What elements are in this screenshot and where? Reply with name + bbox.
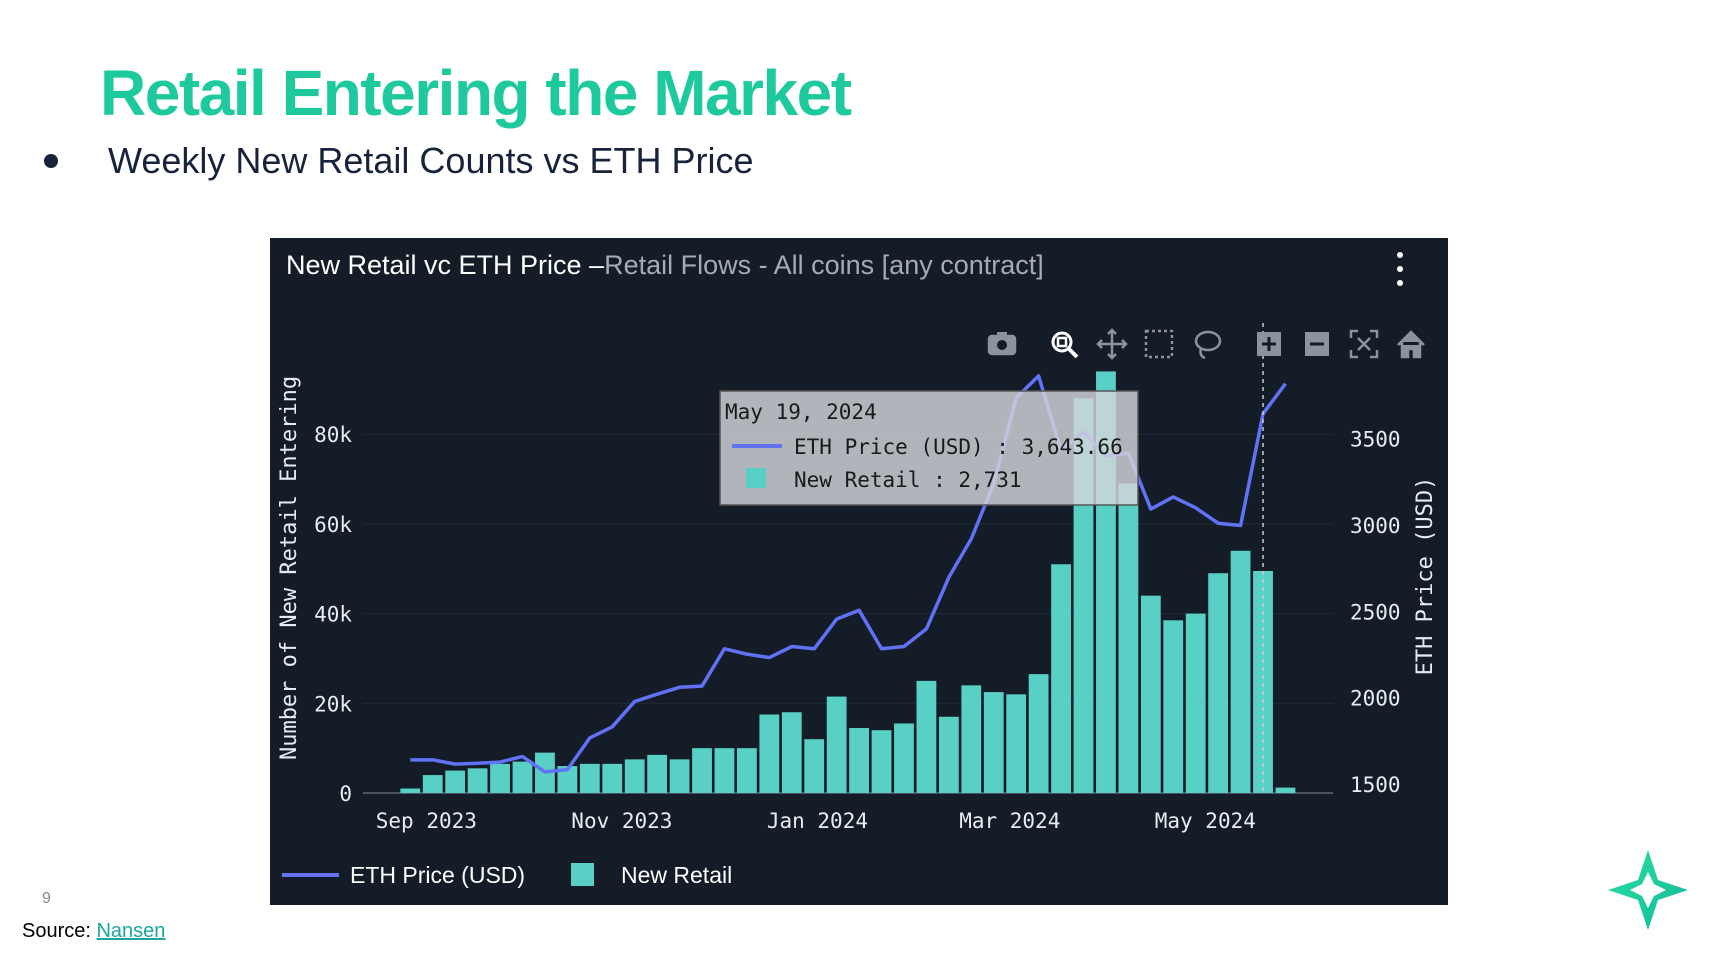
zoom-in-icon[interactable] bbox=[1257, 332, 1281, 356]
tooltip-new-retail: New Retail : 2,731 bbox=[794, 468, 1022, 492]
bar bbox=[400, 788, 421, 793]
y-left-tick-label: 0 bbox=[339, 782, 352, 806]
legend-eth-price: ETH Price (USD) bbox=[350, 862, 525, 888]
box-select-icon[interactable] bbox=[1144, 329, 1174, 359]
pan-icon[interactable] bbox=[1096, 328, 1128, 360]
bar bbox=[849, 727, 869, 793]
bar bbox=[938, 716, 959, 793]
bar bbox=[1275, 787, 1296, 793]
bullet-item: Weekly New Retail Counts vs ETH Price bbox=[44, 140, 754, 182]
tooltip-box bbox=[719, 390, 1139, 506]
bar bbox=[1051, 564, 1071, 793]
bar bbox=[602, 763, 623, 793]
bar bbox=[714, 748, 735, 793]
y-left-tick-label: 60k bbox=[314, 513, 352, 537]
eth-price-line bbox=[410, 374, 1287, 774]
bar bbox=[422, 775, 443, 793]
bar bbox=[1253, 570, 1273, 793]
x-tick-label: Nov 2023 bbox=[571, 809, 672, 833]
tooltip-eth-price: ETH Price (USD) : 3,643.66 bbox=[794, 435, 1123, 459]
hover-tooltip: May 19, 2024 ETH Price (USD) : 3,643.66 Ne… bbox=[719, 390, 1139, 506]
legend-new-retail: New Retail bbox=[621, 862, 732, 888]
brand-logo bbox=[1608, 850, 1688, 930]
bar bbox=[624, 759, 645, 793]
bar bbox=[759, 714, 780, 793]
camera-icon[interactable] bbox=[987, 332, 1017, 356]
bar bbox=[894, 723, 914, 793]
bar bbox=[983, 692, 1004, 793]
bar bbox=[826, 696, 847, 793]
bar bbox=[1006, 694, 1027, 793]
source-label: Source: bbox=[22, 920, 97, 942]
chart[interactable]: New Retail vc ETH Price –Retail Flows - … bbox=[270, 238, 1448, 905]
zoom-icon[interactable] bbox=[1051, 331, 1079, 359]
y-left-tick-label: 20k bbox=[314, 692, 352, 716]
bar bbox=[490, 763, 510, 793]
legend: ETH Price (USD) New Retail bbox=[282, 862, 732, 888]
y-left-axis-title: Number of New Retail Entering bbox=[277, 376, 302, 760]
bar bbox=[916, 680, 937, 793]
bar bbox=[961, 685, 982, 793]
bar bbox=[1118, 483, 1139, 793]
bar bbox=[692, 748, 712, 793]
y-right-axis-title: ETH Price (USD) bbox=[1413, 477, 1438, 676]
bar bbox=[445, 770, 466, 793]
y-right-tick-label: 3500 bbox=[1350, 428, 1401, 452]
bullet-text: Weekly New Retail Counts vs ETH Price bbox=[108, 140, 754, 181]
bar bbox=[512, 761, 533, 793]
y-right-tick-label: 2500 bbox=[1350, 600, 1401, 624]
x-tick-label: May 2024 bbox=[1155, 809, 1256, 833]
bar bbox=[1185, 613, 1206, 793]
bar bbox=[871, 730, 892, 793]
bar bbox=[579, 763, 600, 793]
slide-title: Retail Entering the Market bbox=[100, 57, 852, 129]
kebab-vertical-icon[interactable] bbox=[1397, 252, 1403, 286]
x-tick-label: Sep 2023 bbox=[376, 809, 477, 833]
source-link[interactable]: Nansen bbox=[96, 920, 166, 942]
bar bbox=[1028, 674, 1049, 793]
bar bbox=[781, 712, 802, 793]
y-left-tick-label: 40k bbox=[314, 603, 352, 627]
bullet-dot bbox=[44, 154, 58, 168]
y-right-tick-label: 2000 bbox=[1350, 687, 1401, 711]
y-left-tick-label: 80k bbox=[314, 423, 352, 447]
bar bbox=[1140, 595, 1161, 793]
x-tick-label: Mar 2024 bbox=[959, 809, 1060, 833]
autoscale-icon[interactable] bbox=[1349, 329, 1379, 359]
bar bbox=[804, 739, 825, 793]
tooltip-bar-swatch bbox=[746, 468, 766, 488]
bar bbox=[1208, 573, 1229, 793]
chart-panel: New Retail vc ETH Price –Retail Flows - … bbox=[270, 238, 1448, 905]
bar bbox=[737, 748, 757, 793]
page-number: 9 bbox=[42, 890, 51, 907]
y-right-tick-label: 3000 bbox=[1350, 514, 1401, 538]
bar bbox=[647, 754, 668, 793]
y-right-tick-label: 1500 bbox=[1350, 773, 1401, 797]
source-note: Source: Nansen bbox=[22, 920, 165, 943]
tooltip-date: May 19, 2024 bbox=[725, 400, 877, 424]
zoom-out-icon[interactable] bbox=[1305, 332, 1329, 356]
home-icon[interactable] bbox=[1397, 330, 1425, 359]
bar bbox=[1230, 550, 1251, 793]
legend-bar-swatch bbox=[571, 863, 594, 886]
chart-title: New Retail vc ETH Price –Retail Flows - … bbox=[286, 250, 1044, 280]
bar bbox=[669, 759, 690, 793]
bar bbox=[1163, 620, 1184, 793]
lasso-select-icon[interactable] bbox=[1194, 330, 1222, 360]
x-tick-label: Jan 2024 bbox=[767, 809, 868, 833]
bar bbox=[557, 766, 578, 793]
bar bbox=[467, 768, 488, 793]
